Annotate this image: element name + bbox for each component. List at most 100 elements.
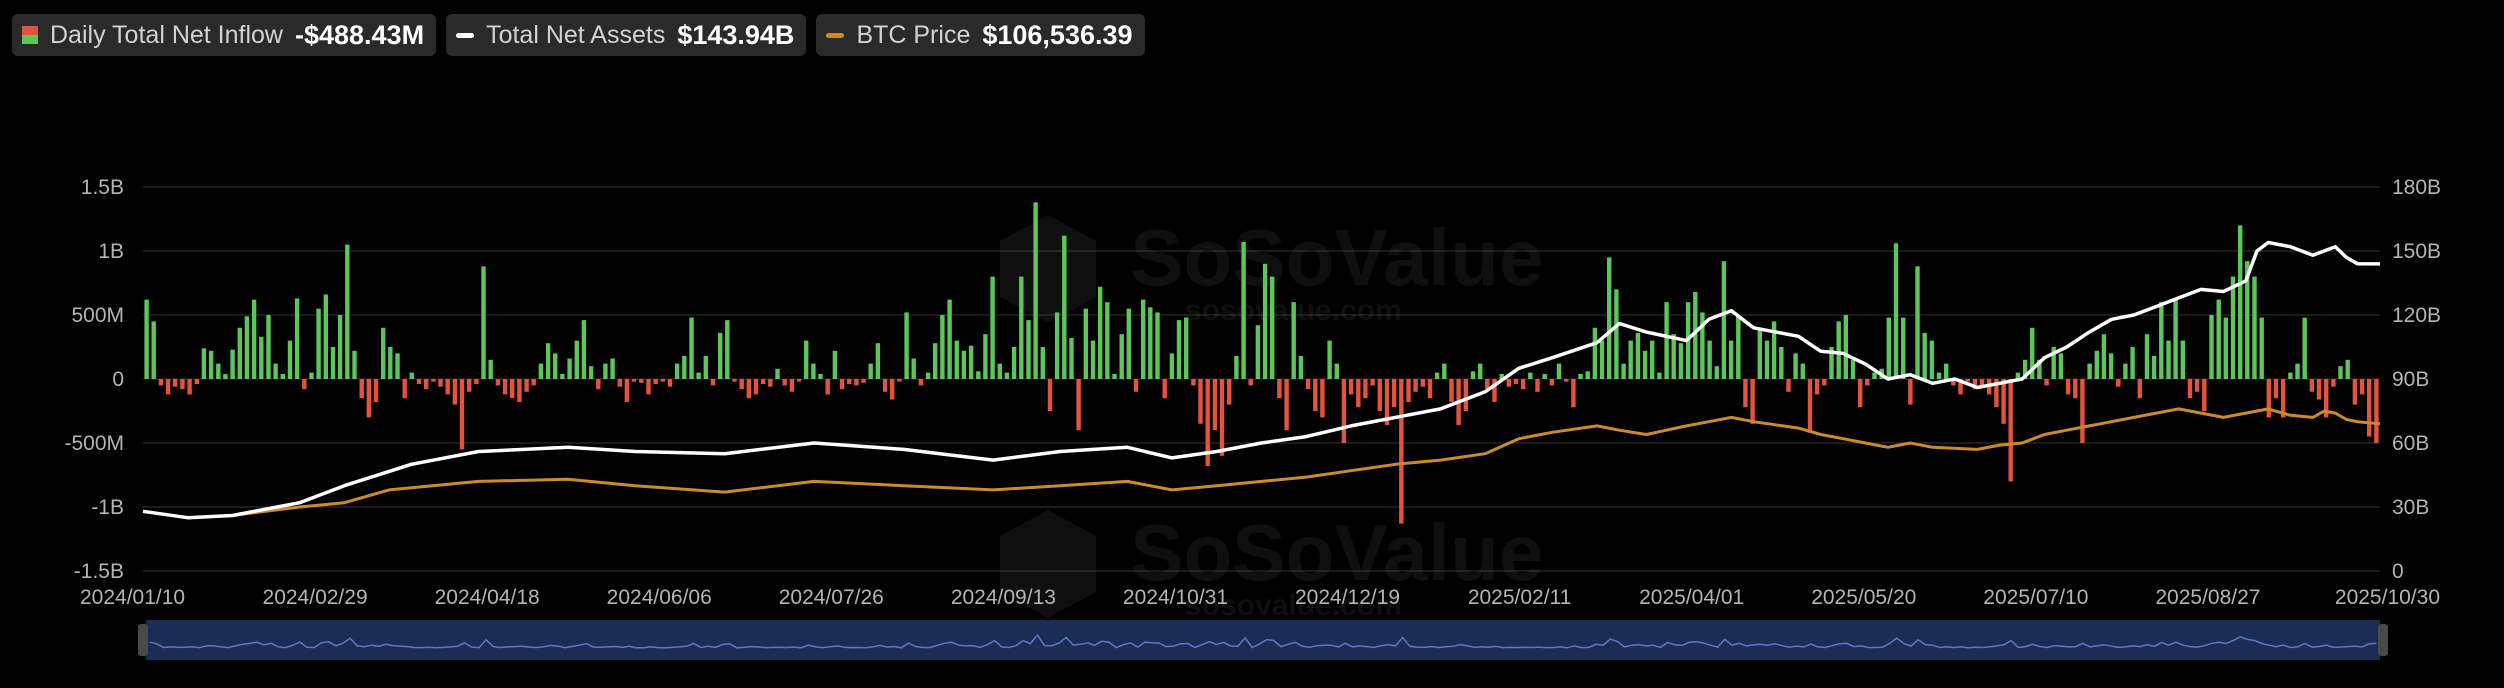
inflow-bar xyxy=(180,379,185,390)
inflow-bar xyxy=(2137,379,2142,399)
inflow-bar xyxy=(1556,363,1562,379)
inflow-bar xyxy=(775,368,780,379)
inflow-bar xyxy=(1420,379,1425,387)
inflow-bar xyxy=(1119,334,1124,379)
inflow-bars xyxy=(144,202,2379,524)
inflow-bar xyxy=(976,371,981,379)
inflow-bar xyxy=(2273,379,2279,399)
inflow-bar xyxy=(2374,379,2379,443)
inflow-bar xyxy=(1040,347,1045,379)
legend-inflow[interactable]: Daily Total Net Inflow -$488.43M xyxy=(12,14,437,56)
inflow-bar xyxy=(2238,225,2243,379)
inflow-bar xyxy=(1635,332,1641,379)
inflow-bar xyxy=(1951,379,1956,386)
navigator-handle-left[interactable] xyxy=(138,624,148,656)
inflow-bar xyxy=(1707,340,1712,379)
inflow-bar xyxy=(617,379,622,387)
inflow-bar xyxy=(2159,302,2164,379)
inflow-bar xyxy=(1499,373,1504,379)
inflow-bar xyxy=(861,379,866,383)
inflow-bar xyxy=(1241,242,1246,379)
y-right-tick: 60B xyxy=(2392,432,2429,455)
legend-inflow-label: Daily Total Net Inflow xyxy=(50,20,283,49)
inflow-bar xyxy=(660,379,665,382)
inflow-bar xyxy=(646,379,651,395)
inflow-bar xyxy=(2065,379,2071,395)
inflow-bar xyxy=(531,379,536,386)
inflow-bar xyxy=(237,327,242,379)
x-tick: 2025/08/27 xyxy=(2155,586,2260,609)
inflow-bar xyxy=(1155,312,1160,379)
inflow-bar xyxy=(581,320,587,379)
legend-assets[interactable]: Total Net Assets $143.94B xyxy=(446,14,807,56)
inflow-bar xyxy=(553,353,558,379)
inflow-bar xyxy=(151,321,156,379)
inflow-bar xyxy=(1298,356,1304,379)
inflow-bar xyxy=(1377,379,1382,411)
inflow-bar xyxy=(1929,340,1935,379)
inflow-bar xyxy=(1979,379,1985,386)
inflow-bar xyxy=(1234,356,1239,379)
range-navigator[interactable] xyxy=(138,620,2388,660)
inflow-bar xyxy=(1901,317,1906,379)
inflow-bar xyxy=(653,379,658,385)
legend-assets-value: $143.94B xyxy=(677,19,795,50)
inflow-bar xyxy=(1650,340,1655,379)
inflow-bar xyxy=(1492,379,1497,402)
inflow-bar xyxy=(2245,261,2250,379)
inflow-bar xyxy=(1191,379,1196,386)
inflow-bar xyxy=(2030,327,2035,379)
logo-icon xyxy=(1000,510,1096,618)
y-left-tick: 1.5B xyxy=(81,176,124,199)
inflow-bar xyxy=(2259,317,2264,379)
inflow-bar xyxy=(1026,320,1031,379)
navigator-handle-right[interactable] xyxy=(2378,624,2388,656)
y-right-tick: 180B xyxy=(2392,176,2441,199)
inflow-bar xyxy=(1743,379,1748,408)
inflow-bar xyxy=(2044,379,2049,386)
inflow-bar xyxy=(1406,379,1411,402)
inflow-bar xyxy=(1363,379,1368,399)
inflow-bar xyxy=(560,373,565,379)
inflow-bar xyxy=(1291,302,1296,379)
inflow-bar xyxy=(165,379,171,395)
inflow-bar xyxy=(1162,379,1167,399)
inflow-bar xyxy=(208,350,214,379)
inflow-bar xyxy=(2252,276,2257,379)
inflow-bar xyxy=(474,379,479,385)
inflow-bar xyxy=(259,336,264,379)
inflow-bar xyxy=(1843,315,1848,379)
x-tick: 2024/09/13 xyxy=(951,586,1056,609)
inflow-bar xyxy=(2101,334,2107,379)
total-net-assets-line xyxy=(142,240,2381,520)
inflow-bar xyxy=(194,379,199,385)
inflow-bar xyxy=(2194,379,2200,392)
inflow-bar xyxy=(502,379,508,395)
inflow-bar xyxy=(2022,359,2028,379)
inflow-bar xyxy=(1270,276,1275,379)
inflow-bar xyxy=(2123,363,2128,379)
inflow-bar xyxy=(753,379,759,395)
inflow-bar xyxy=(990,276,995,379)
inflow-bar xyxy=(1578,373,1583,379)
inflow-bar xyxy=(1348,379,1354,395)
inflow-bar xyxy=(1664,302,1669,379)
inflow-bar xyxy=(302,379,307,390)
inflow-bar xyxy=(718,332,723,379)
inflow-bar xyxy=(1427,379,1433,399)
inflow-bar xyxy=(2324,379,2329,418)
inflow-bar xyxy=(1908,379,1913,405)
line-swatch-icon xyxy=(826,32,845,38)
inflow-bar xyxy=(1169,353,1175,379)
inflow-bar xyxy=(2166,340,2171,379)
inflow-bar xyxy=(1800,363,1805,379)
inflow-bar xyxy=(1370,379,1375,386)
inflow-bar xyxy=(2116,379,2121,387)
inflow-bar xyxy=(2281,379,2286,418)
navigator-track[interactable] xyxy=(146,620,2380,660)
inflow-bar xyxy=(409,372,414,379)
inflow-bar xyxy=(1757,327,1762,379)
legend-btc[interactable]: BTC Price $106,536.39 xyxy=(816,14,1145,56)
inflow-bar xyxy=(1836,321,1841,379)
